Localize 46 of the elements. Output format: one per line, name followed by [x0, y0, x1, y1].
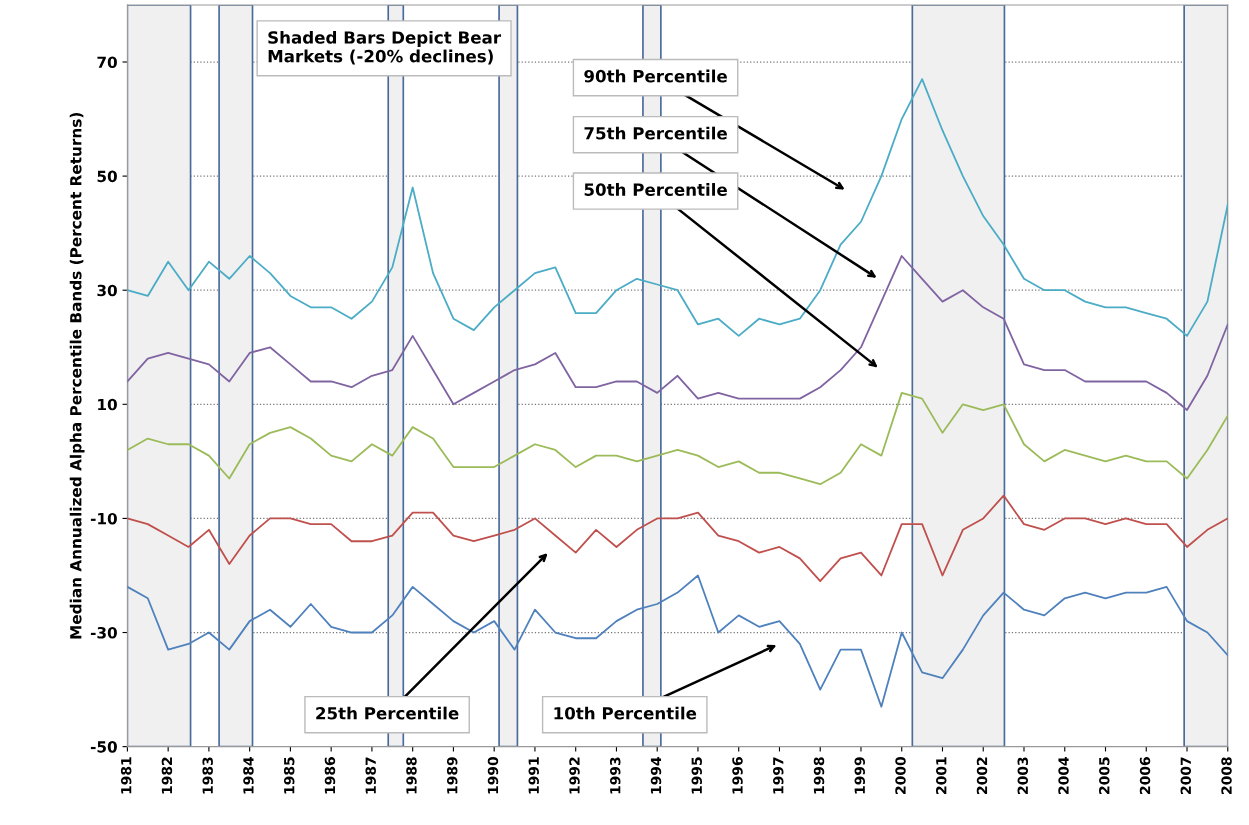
- y-tick-label: 10: [98, 398, 117, 411]
- annotation: Shaded Bars Depict Bear Markets (-20% declines): [268, 30, 501, 65]
- annotation: 10th Percentile: [554, 706, 697, 720]
- x-tick-label: 1996: [732, 757, 743, 794]
- x-tick-label: 2003: [1017, 757, 1029, 794]
- line-series: [127, 494, 1228, 583]
- x-tick-label: 1991: [528, 757, 539, 794]
- annotation: 75th Percentile: [584, 126, 727, 140]
- x-tick-label: 2006: [1139, 757, 1151, 794]
- annotation: 90th Percentile: [584, 69, 727, 83]
- x-tick-label: 2005: [1099, 757, 1110, 794]
- x-tick-label: 1985: [283, 757, 295, 794]
- x-tick-label: 1994: [650, 756, 662, 794]
- x-tick-label: 2002: [976, 757, 988, 794]
- y-tick-label: -30: [90, 626, 117, 639]
- x-tick-label: 1984: [243, 756, 254, 794]
- line-series: [127, 391, 1228, 486]
- x-tick-label: 1997: [773, 757, 784, 794]
- x-tick-label: 1995: [691, 757, 702, 794]
- x-tick-label: 1999: [854, 757, 866, 794]
- x-tick-label: 1989: [446, 757, 458, 794]
- x-tick-label: 2008: [1221, 757, 1232, 794]
- x-tick-label: 1998: [813, 757, 825, 794]
- y-tick-label: 70: [97, 56, 117, 69]
- annotation: 50th Percentile: [584, 183, 727, 196]
- x-tick-label: 1988: [406, 757, 417, 794]
- x-tick-label: 1986: [324, 757, 336, 794]
- annotation: 25th Percentile: [316, 706, 459, 720]
- y-tick-label: 30: [97, 284, 117, 297]
- x-tick-label: 2007: [1180, 757, 1192, 794]
- x-tick-label: 1981: [120, 757, 132, 794]
- x-tick-label: 2000: [895, 757, 906, 794]
- x-tick-label: 1992: [569, 757, 580, 794]
- line-series: [127, 255, 1228, 411]
- x-tick-label: 2001: [936, 757, 947, 794]
- x-tick-label: 1993: [609, 757, 621, 794]
- x-tick-label: 1987: [365, 757, 376, 794]
- y-axis-title: Median Annualized Alpha Percentile Bands (Percent Returns): [69, 112, 85, 639]
- x-tick-label: 2004: [1058, 756, 1069, 794]
- x-tick-label: 1983: [202, 757, 213, 794]
- y-tick-label: -10: [90, 512, 117, 525]
- line-series: [127, 574, 1228, 708]
- x-tick-label: 1990: [487, 757, 499, 794]
- y-tick-label: -50: [90, 741, 117, 753]
- x-tick-label: 1982: [161, 757, 173, 794]
- y-tick-label: 50: [97, 170, 117, 183]
